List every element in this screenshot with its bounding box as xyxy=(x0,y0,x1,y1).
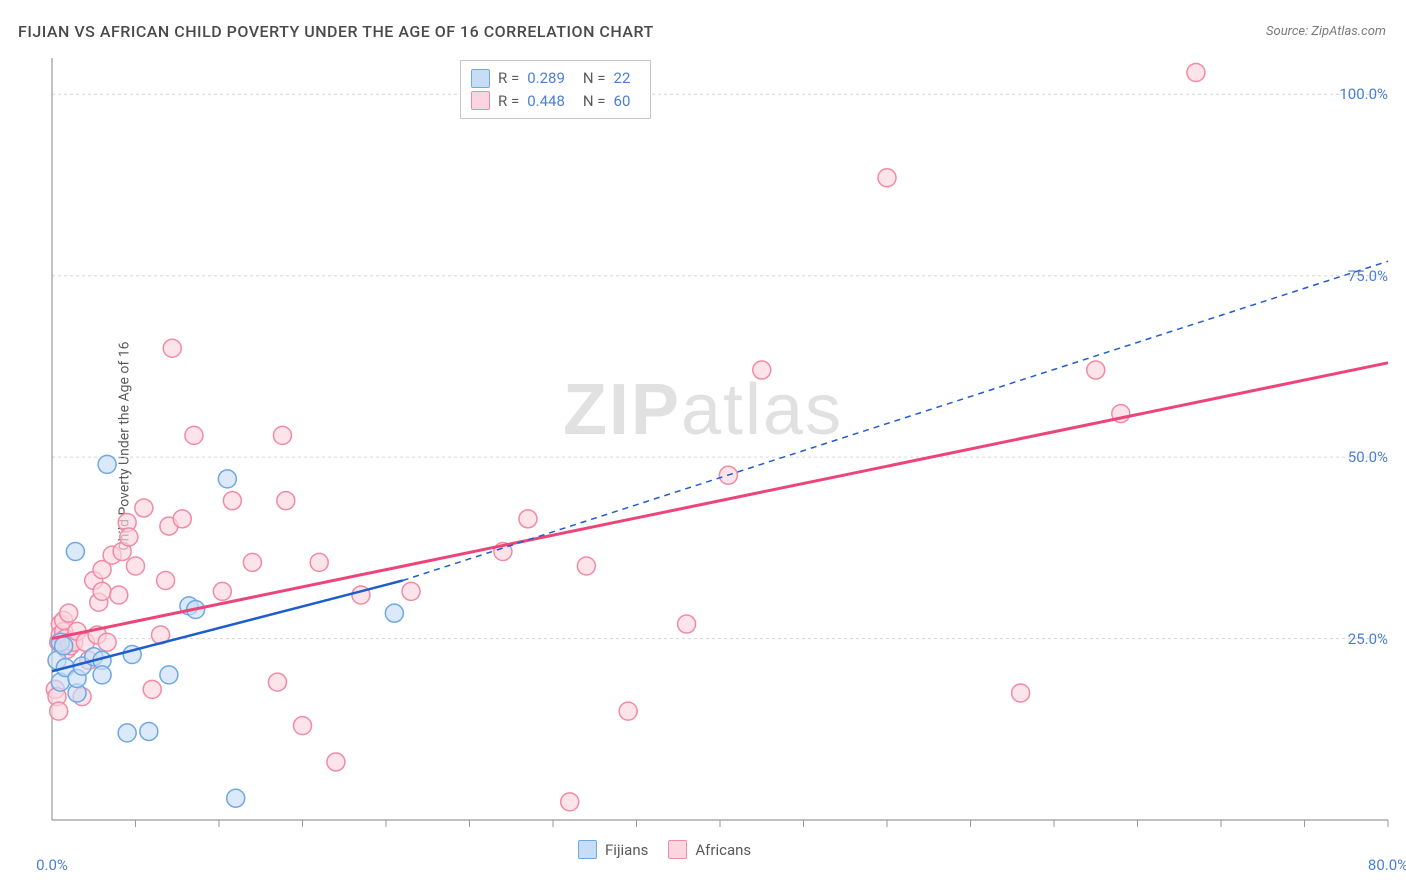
legend-label: Fijians xyxy=(605,841,648,859)
scatter-point xyxy=(93,666,111,684)
scatter-point xyxy=(310,553,328,571)
scatter-point xyxy=(561,793,579,811)
scatter-point xyxy=(385,604,403,622)
scatter-point xyxy=(277,492,295,510)
scatter-point xyxy=(227,789,245,807)
scatter-point xyxy=(93,582,111,600)
trend-line-fijians-ext xyxy=(403,261,1388,580)
legend-item-fijians: Fijians xyxy=(578,840,648,859)
scatter-point xyxy=(118,724,136,742)
r-value-africans: 0.448 xyxy=(527,90,565,113)
scatter-point xyxy=(173,510,191,528)
trend-line-africans xyxy=(52,363,1388,639)
n-value-fijians: 22 xyxy=(614,67,631,90)
scatter-point xyxy=(402,582,420,600)
scatter-point xyxy=(519,510,537,528)
scatter-point xyxy=(55,637,73,655)
y-tick-label: 50.0% xyxy=(1348,448,1388,466)
scatter-point xyxy=(127,557,145,575)
scatter-point xyxy=(60,604,78,622)
scatter-point xyxy=(98,633,116,651)
scatter-point xyxy=(218,470,236,488)
swatch-icon xyxy=(471,69,490,88)
y-tick-label: 100.0% xyxy=(1339,85,1388,103)
scatter-point xyxy=(157,572,175,590)
scatter-point xyxy=(163,339,181,357)
scatter-plot xyxy=(0,0,1406,892)
scatter-point xyxy=(1187,64,1205,82)
y-tick-label: 75.0% xyxy=(1348,267,1388,285)
scatter-point xyxy=(110,586,128,604)
legend-label: Africans xyxy=(695,841,751,859)
scatter-point xyxy=(577,557,595,575)
scatter-point xyxy=(273,426,291,444)
y-tick-label: 25.0% xyxy=(1348,630,1388,648)
scatter-point xyxy=(160,666,178,684)
scatter-point xyxy=(243,553,261,571)
scatter-point xyxy=(327,753,345,771)
scatter-point xyxy=(213,582,231,600)
scatter-point xyxy=(98,455,116,473)
scatter-point xyxy=(1012,684,1030,702)
swatch-icon xyxy=(471,91,490,110)
scatter-point xyxy=(135,499,153,517)
swatch-icon xyxy=(578,840,597,859)
scatter-point xyxy=(185,426,203,444)
scatter-point xyxy=(294,717,312,735)
scatter-point xyxy=(878,169,896,187)
scatter-point xyxy=(1087,361,1105,379)
x-tick-label: 0.0% xyxy=(36,856,68,874)
scatter-point xyxy=(120,528,138,546)
scatter-point xyxy=(678,615,696,633)
scatter-point xyxy=(753,361,771,379)
n-value-africans: 60 xyxy=(614,90,631,113)
scatter-point xyxy=(619,702,637,720)
stats-row-fijians: R =0.289 N =22 xyxy=(471,67,640,90)
stats-row-africans: R =0.448 N =60 xyxy=(471,90,640,113)
swatch-icon xyxy=(668,840,687,859)
x-tick-label: 80.0% xyxy=(1368,856,1406,874)
scatter-point xyxy=(140,722,158,740)
r-value-fijians: 0.289 xyxy=(527,67,565,90)
scatter-point xyxy=(143,680,161,698)
scatter-point xyxy=(268,673,286,691)
series-legend: Fijians Africans xyxy=(578,840,751,859)
stats-legend-box: R =0.289 N =22 R =0.448 N =60 xyxy=(460,60,651,119)
scatter-point xyxy=(50,702,68,720)
legend-item-africans: Africans xyxy=(668,840,751,859)
scatter-point xyxy=(223,492,241,510)
scatter-point xyxy=(66,542,84,560)
